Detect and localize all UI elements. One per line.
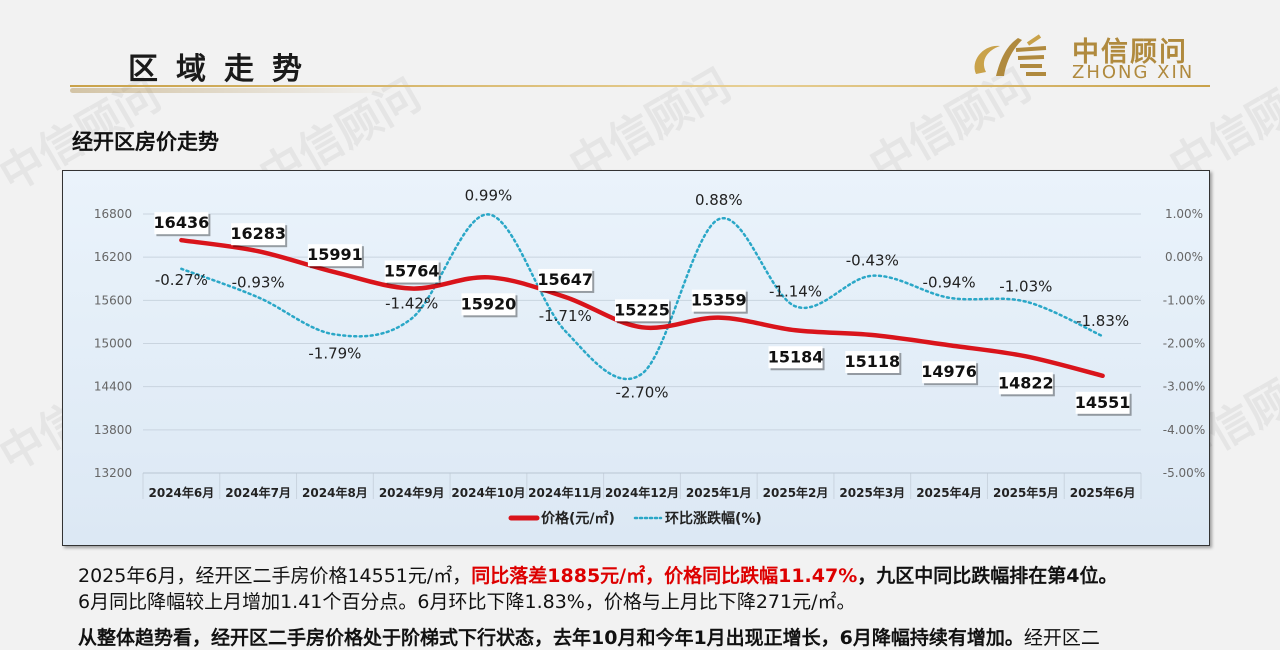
price-label-box [538, 268, 593, 291]
price-label-box [1075, 391, 1130, 414]
pct-data-label: -0.27% [155, 271, 208, 289]
x-tick-label: 2024年9月 [379, 485, 445, 500]
y-left-tick-label: 16200 [94, 250, 132, 264]
trend-paragraph-bold: 从整体趋势看，经开区二手房价格处于阶梯式下行状态，去年10月和今年1月出现正增长… [78, 627, 1024, 649]
price-data-label: 15647 [537, 270, 593, 289]
price-trend-chart: 13200 13800 14400 15000 15600 16200 16800 1.00%… [94, 186, 1205, 527]
pct-data-label: -1.83% [1076, 312, 1129, 330]
price-label-box [845, 351, 900, 374]
price-data-label: 16283 [230, 224, 286, 243]
x-tick-label: 2025年4月 [916, 485, 982, 500]
logo-mark-icon [974, 34, 1047, 76]
pct-data-label: -1.42% [385, 294, 438, 312]
price-label-box [154, 212, 209, 235]
price-data-label: 14976 [921, 362, 977, 381]
y-left-tick-label: 15600 [94, 293, 132, 307]
price-data-label: 15920 [461, 294, 517, 313]
summary-line-2: 6月同比降幅较上月增加1.41个百分点。6月环比下降1.83%，价格与上月比下降… [78, 591, 856, 613]
summary-line-1: 2025年6月，经开区二手房价格14551元/㎡，同比落差1885元/㎡，价格同… [78, 561, 1118, 588]
pct-data-label: -0.93% [232, 273, 285, 291]
x-tick-label: 2025年2月 [763, 485, 829, 500]
x-tick-label: 2024年6月 [149, 485, 215, 500]
y-left-tick-label: 15000 [94, 337, 132, 351]
trend-paragraph: 从整体趋势看，经开区二手房价格处于阶梯式下行状态，去年10月和今年1月出现正增长… [78, 623, 1100, 650]
chart-heading: 经开区房价走势 [72, 130, 219, 154]
x-tick-label: 2024年10月 [451, 485, 525, 500]
pct-data-label: -1.79% [308, 344, 361, 362]
price-data-label: 16436 [154, 213, 210, 232]
summary-text-a: 2025年6月，经开区二手房价格14551元/㎡， [78, 565, 472, 587]
price-data-label: 15184 [768, 347, 824, 366]
price-data-label: 15764 [384, 262, 440, 281]
y-right-tick-label: 0.00% [1165, 250, 1203, 264]
company-logo: 中信顾问 ZHONG XIN [966, 30, 1216, 86]
x-tick-label: 2025年3月 [839, 485, 905, 500]
x-tick-label: 2025年6月 [1070, 485, 1136, 500]
y-right-tick-label: -2.00% [1163, 337, 1205, 351]
x-tick-label: 2025年1月 [686, 485, 752, 500]
trend-paragraph-rest: 经开区二 [1023, 627, 1100, 649]
price-label-box [615, 299, 669, 322]
price-data-label: 14822 [998, 373, 1054, 392]
price-data-label: 14551 [1075, 393, 1131, 412]
price-label-box [691, 289, 746, 312]
price-label-box [998, 372, 1053, 395]
price-label-box [768, 346, 823, 369]
x-tick-label: 2025年5月 [993, 485, 1059, 500]
price-label-box [461, 293, 516, 316]
pct-data-label: -1.14% [769, 282, 822, 300]
price-line [179, 237, 1105, 379]
y-right-tick-label: -4.00% [1163, 423, 1205, 437]
price-data-label: 15118 [844, 352, 900, 371]
header-divider [70, 85, 1210, 87]
y-left-tick-label: 13200 [94, 466, 132, 480]
price-data-label: 15359 [691, 291, 747, 310]
pct-change-line [180, 213, 1104, 381]
y-left-tick-label: 16800 [94, 207, 132, 221]
x-tick-label: 2024年7月 [225, 485, 291, 500]
price-label-box [307, 244, 362, 267]
pct-data-label: 0.99% [465, 186, 513, 204]
legend-price-label: 价格(元/㎡) [541, 510, 615, 527]
legend-pct-label: 环比涨跌幅(%) [665, 510, 762, 527]
x-tick-label: 2024年12月 [605, 485, 679, 500]
y-left-tick-label: 14400 [94, 380, 132, 394]
pct-data-label: -0.94% [923, 274, 976, 292]
price-data-label: 15225 [614, 300, 670, 319]
price-label-box [384, 260, 439, 283]
logo-chinese-name: 中信顾问 [1072, 37, 1188, 68]
summary-highlight: 同比落差1885元/㎡，价格同比跌幅11.47% [471, 565, 858, 587]
logo-english-name: ZHONG XIN [1072, 62, 1195, 83]
pct-data-label: -0.43% [846, 252, 899, 270]
price-label-box [231, 223, 286, 246]
price-label-box [922, 361, 977, 384]
x-tick-label: 2024年11月 [528, 485, 602, 500]
summary-text-b: ，九区中同比跌幅排在第4位。 [857, 565, 1118, 587]
y-right-tick-label: -3.00% [1163, 380, 1205, 394]
pct-data-label: -1.71% [539, 307, 592, 325]
chart-panel: 13200 13800 14400 15000 15600 16200 16800 1.00%… [62, 170, 1210, 546]
section-title: 区域走势 [128, 52, 320, 87]
price-data-label: 15991 [307, 245, 363, 264]
pct-data-label: 0.88% [695, 191, 743, 209]
pct-data-label: -1.03% [999, 278, 1052, 296]
pct-data-label: -2.70% [615, 384, 668, 402]
y-right-tick-label: 1.00% [1165, 207, 1203, 221]
y-left-tick-label: 13800 [94, 423, 132, 437]
y-right-tick-label: -5.00% [1163, 466, 1205, 480]
header-divider-shadow [70, 88, 400, 93]
y-right-tick-label: -1.00% [1163, 293, 1205, 307]
x-tick-label: 2024年8月 [302, 485, 368, 500]
